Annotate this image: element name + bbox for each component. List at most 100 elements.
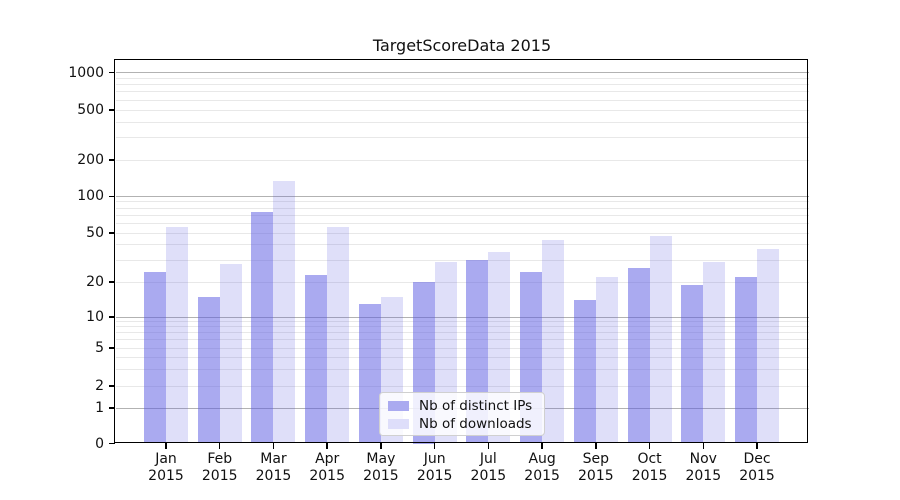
bar-oct-downloads bbox=[649, 236, 672, 444]
gridline-minor bbox=[116, 281, 809, 283]
gridline-minor bbox=[116, 207, 809, 209]
x-tick-mark bbox=[272, 443, 275, 449]
y-tick-label: 5 bbox=[95, 340, 104, 356]
legend-label-downloads: Nb of downloads bbox=[419, 416, 532, 432]
gridline-minor bbox=[116, 347, 809, 349]
gridline-minor bbox=[116, 121, 809, 123]
gridline-minor bbox=[116, 137, 809, 139]
bar-apr-downloads bbox=[327, 226, 350, 444]
gridline-minor bbox=[116, 214, 809, 216]
bar-jan-distinct-ips bbox=[144, 272, 166, 444]
bar-may-distinct-ips bbox=[358, 303, 381, 444]
legend: Nb of distinct IPs Nb of downloads bbox=[379, 392, 545, 436]
gridline-minor bbox=[116, 339, 809, 341]
legend-swatch-distinct-ips bbox=[388, 401, 409, 411]
bar-mar-distinct-ips bbox=[251, 211, 274, 444]
y-tick-label: 0 bbox=[95, 435, 104, 452]
y-tick-label: 10 bbox=[86, 309, 104, 325]
x-tick-label: Apr 2015 bbox=[309, 451, 345, 484]
y-tick-label: 100 bbox=[77, 188, 104, 205]
x-tick-mark bbox=[648, 443, 651, 449]
gridline-minor bbox=[116, 84, 809, 86]
bar-apr-distinct-ips bbox=[305, 274, 328, 444]
bar-oct-distinct-ips bbox=[627, 267, 650, 444]
bar-mar-downloads bbox=[273, 180, 296, 444]
x-tick-label: Jan 2015 bbox=[148, 451, 184, 484]
legend-item-distinct-ips: Nb of distinct IPs bbox=[380, 397, 544, 415]
bar-feb-distinct-ips bbox=[197, 296, 220, 444]
gridline-minor bbox=[116, 368, 809, 370]
x-tick-mark bbox=[165, 443, 167, 449]
bar-sep-downloads bbox=[595, 276, 618, 444]
bar-dec-distinct-ips bbox=[735, 276, 758, 444]
y-tick-mark bbox=[109, 316, 115, 318]
y-tick-mark bbox=[109, 232, 115, 234]
x-tick-label: Sep 2015 bbox=[578, 451, 614, 484]
y-tick-mark bbox=[109, 385, 115, 387]
gridline-major bbox=[116, 316, 809, 318]
y-tick-label: 50 bbox=[86, 225, 104, 241]
x-tick-label: Nov 2015 bbox=[685, 451, 722, 484]
x-tick-mark bbox=[595, 443, 597, 449]
gridline-minor bbox=[116, 109, 809, 111]
gridline-minor bbox=[116, 232, 809, 234]
y-tick-label: 200 bbox=[77, 152, 104, 168]
gridline-minor bbox=[116, 222, 809, 224]
gridline-minor bbox=[116, 321, 809, 323]
gridline-major bbox=[116, 195, 809, 197]
y-tick-label: 500 bbox=[77, 102, 104, 118]
gridline-minor bbox=[116, 201, 809, 203]
gridline-major bbox=[116, 72, 809, 74]
x-tick-mark bbox=[756, 443, 758, 449]
gridline-minor bbox=[116, 385, 809, 387]
y-tick-label: 20 bbox=[86, 274, 104, 290]
bar-aug-downloads bbox=[542, 239, 565, 444]
y-tick-label: 1 bbox=[95, 400, 104, 416]
y-tick-mark bbox=[109, 71, 115, 74]
x-tick-label: Feb 2015 bbox=[201, 451, 238, 484]
legend-item-downloads: Nb of downloads bbox=[380, 415, 544, 433]
x-tick-label: May 2015 bbox=[363, 451, 399, 484]
gridline-minor bbox=[116, 326, 809, 328]
gridline-minor bbox=[116, 332, 809, 334]
bar-nov-downloads bbox=[703, 262, 726, 444]
x-tick-mark bbox=[433, 443, 436, 449]
y-tick-mark bbox=[109, 281, 115, 283]
gridline-minor bbox=[116, 244, 809, 246]
y-tick-mark bbox=[109, 442, 115, 445]
bar-nov-distinct-ips bbox=[681, 284, 704, 444]
bar-dec-downloads bbox=[757, 249, 780, 444]
gridline-minor bbox=[116, 77, 809, 79]
x-tick-mark bbox=[702, 443, 705, 449]
bar-feb-downloads bbox=[219, 264, 242, 444]
bar-sep-distinct-ips bbox=[573, 300, 596, 444]
x-tick-label: Jul 2015 bbox=[470, 451, 507, 484]
gridline-minor bbox=[116, 159, 809, 161]
legend-label-distinct-ips: Nb of distinct IPs bbox=[419, 398, 533, 414]
x-tick-label: Aug 2015 bbox=[524, 451, 560, 484]
bar-jan-downloads bbox=[166, 226, 188, 444]
gridline-minor bbox=[116, 91, 809, 93]
x-tick-label: Oct 2015 bbox=[631, 451, 668, 484]
x-tick-label: Jun 2015 bbox=[416, 451, 453, 484]
y-tick-label: 2 bbox=[95, 378, 104, 394]
x-tick-mark bbox=[487, 443, 490, 449]
x-tick-mark bbox=[326, 443, 328, 449]
x-tick-label: Dec 2015 bbox=[739, 451, 775, 484]
y-tick-mark bbox=[109, 347, 115, 349]
legend-swatch-downloads bbox=[388, 419, 409, 429]
y-tick-mark bbox=[109, 195, 115, 198]
gridline-minor bbox=[116, 99, 809, 101]
x-tick-mark bbox=[380, 443, 382, 449]
x-tick-mark bbox=[218, 443, 221, 449]
gridline-minor bbox=[116, 259, 809, 261]
x-tick-mark bbox=[541, 443, 543, 449]
gridline-minor bbox=[116, 356, 809, 358]
y-tick-mark bbox=[109, 407, 115, 409]
chart-title: TargetScoreData 2015 bbox=[372, 36, 552, 55]
y-tick-label: 1000 bbox=[68, 64, 104, 81]
y-tick-mark bbox=[109, 159, 115, 161]
x-tick-label: Mar 2015 bbox=[255, 451, 292, 484]
y-tick-mark bbox=[109, 109, 115, 111]
